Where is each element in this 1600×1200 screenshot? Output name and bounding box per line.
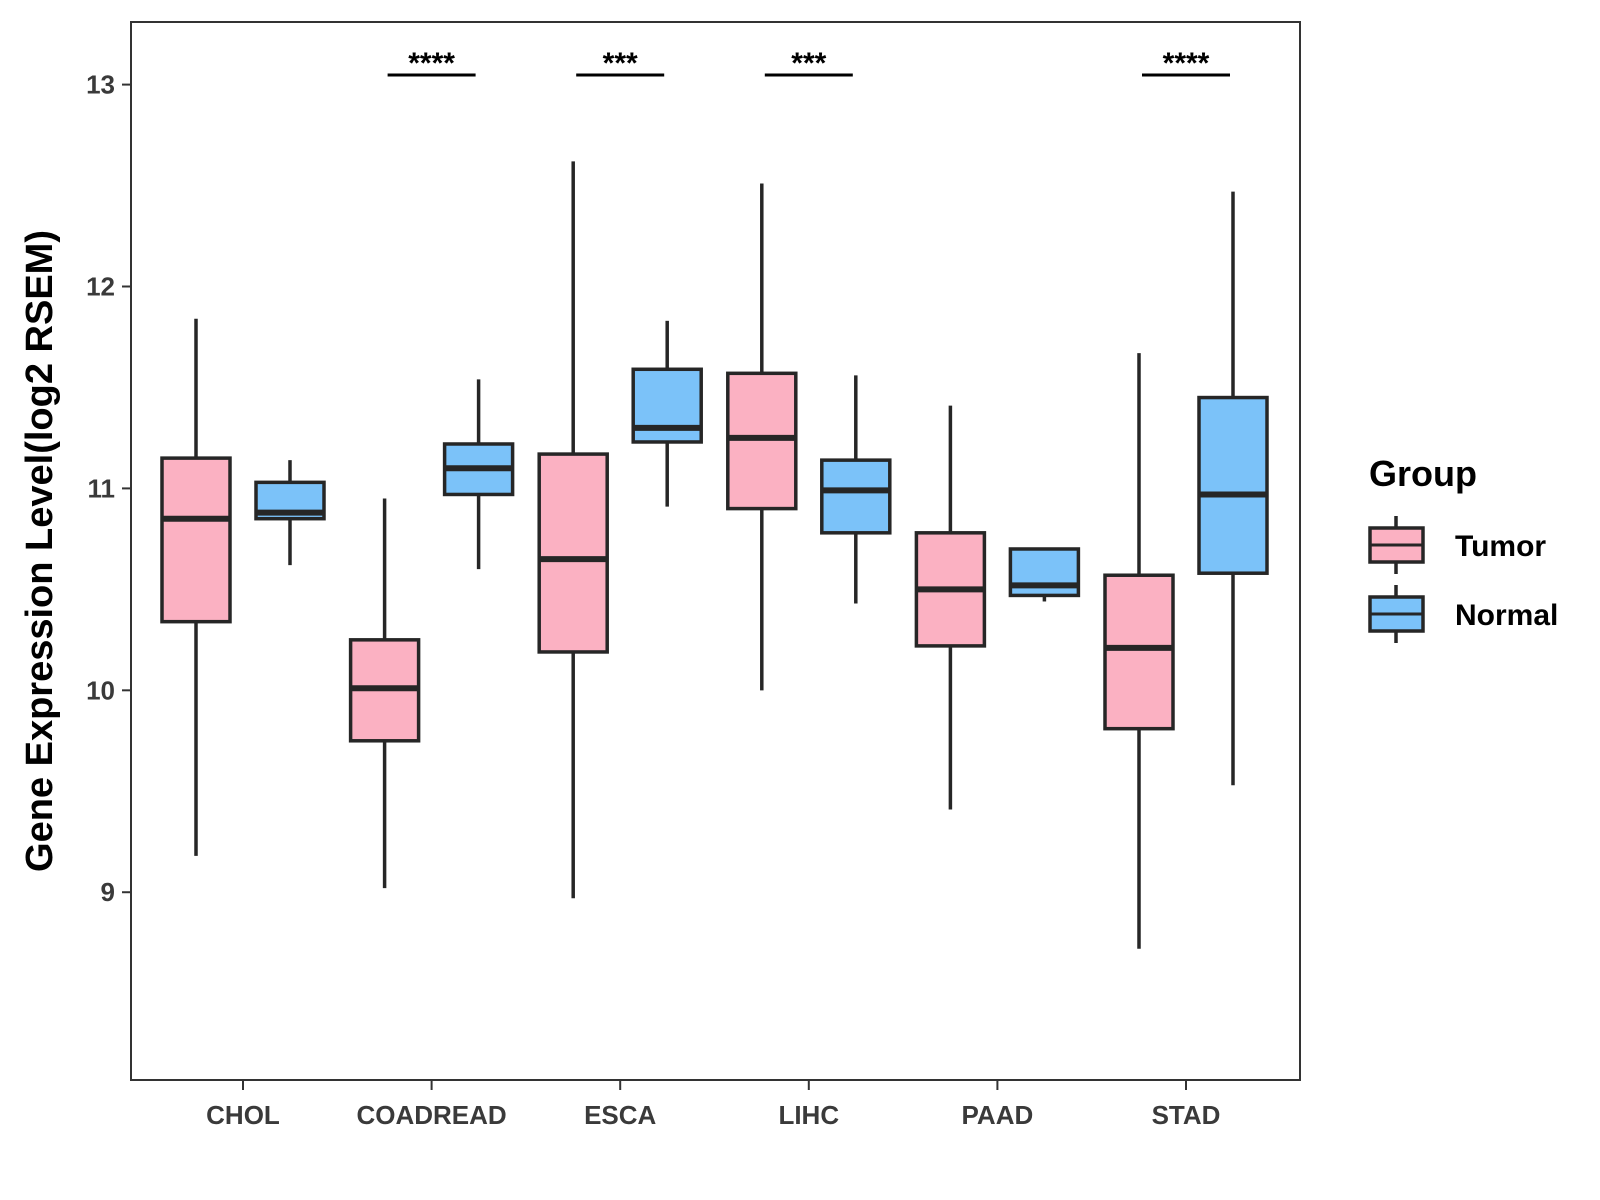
significance-label: *** [603,47,638,80]
x-tick-label: LIHC [778,1100,839,1130]
box-body [820,458,892,535]
box-body [1008,547,1081,598]
box-tumor-esca [537,161,609,899]
y-tick-label: 9 [101,877,115,907]
box-body [1197,395,1269,575]
box-body [726,371,798,511]
legend-item-normal: Normal [1368,585,1558,643]
box-tumor-lihc [726,183,798,691]
x-tick-label: CHOL [206,1100,280,1130]
box-body [1103,573,1175,731]
box-normal-paad [1008,547,1081,602]
box-body [160,456,232,624]
significance-label: *** [791,47,826,80]
box-tumor-chol [160,318,232,856]
box-layer [160,161,1269,949]
significance-layer: **** *** *** **** [387,47,1230,80]
y-axis-title: Gene Expression Level(log2 RSEM) [19,230,61,872]
box-normal-lihc [820,375,892,604]
legend-label: Normal [1455,599,1558,632]
y-tick-label: 10 [86,675,115,705]
box-normal-chol [254,460,326,566]
legend-label: Tumor [1455,530,1546,563]
box-tumor-coadread [348,498,421,889]
x-tick-label: ESCA [584,1100,656,1130]
box-body [631,367,703,444]
box-normal-coadread [442,379,515,570]
box-body [537,452,609,654]
legend-title: Group [1369,453,1477,494]
box-tumor-stad [1103,353,1175,949]
y-tick-label: 11 [88,473,116,503]
y-axis: 9 10 11 12 13 [86,70,131,907]
y-tick-label: 13 [86,70,115,100]
significance-label: **** [408,47,455,80]
x-tick-label: COADREAD [356,1100,506,1130]
plot-panel [130,21,1301,1081]
box-normal-esca [631,320,703,507]
x-tick-label: PAAD [962,1100,1034,1130]
legend: Group Tumor Normal [1368,453,1558,643]
legend-item-tumor: Tumor [1368,516,1546,574]
significance-label: **** [1163,47,1210,80]
box-tumor-paad [914,405,987,810]
x-axis: CHOL COADREAD ESCA LIHC PAAD STAD [206,1080,1220,1130]
y-tick-label: 12 [86,272,115,302]
box-normal-stad [1197,191,1269,786]
x-tick-label: STAD [1152,1100,1221,1130]
